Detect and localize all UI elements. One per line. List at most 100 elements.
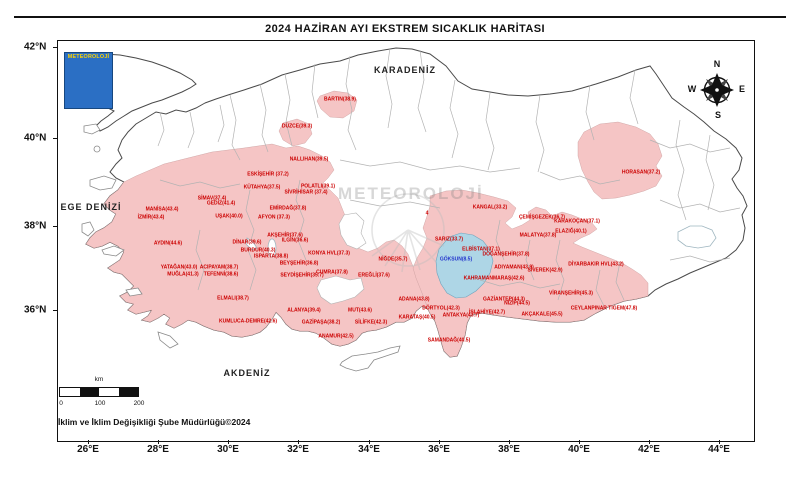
axis-tick <box>509 440 510 444</box>
station-label: DÖRTYOL(42.3) <box>422 305 460 312</box>
lon-tick-label: 28°E <box>147 444 169 455</box>
station-label: MANİSA(43.4) <box>145 206 179 213</box>
station-label: ALANYA(39.4) <box>287 307 321 314</box>
lat-tick-label: 36°N <box>24 304 47 316</box>
station-label: SİVEREK(42.9) <box>527 267 563 274</box>
scale-tick-200: 200 <box>133 400 145 407</box>
station-label: GAZİANTEP(44.3) <box>483 296 525 303</box>
scale-unit-label: km <box>94 376 104 383</box>
compass-s-label: S <box>714 110 722 120</box>
station-label: DÜZCE(39.3) <box>281 123 313 130</box>
station-label: VİRANŞEHİR(45.3) <box>549 290 593 297</box>
island-gokceada <box>83 123 101 135</box>
lon-tick-label: 40°E <box>568 444 590 455</box>
lon-tick-label: 36°E <box>428 444 450 455</box>
lon-tick-label: 38°E <box>498 444 520 455</box>
scale-tick-0: 0 <box>59 400 63 407</box>
station-label: BEYŞEHİR(36.8) <box>279 260 319 267</box>
station-label: ÇEMİŞGEZEK(36.7) <box>518 214 566 221</box>
lakes <box>245 225 717 258</box>
station-label: KAHRAMANMARAŞ(42.6) <box>463 275 525 282</box>
station-label: KARATAŞ(40.5) <box>398 314 436 321</box>
lat-tick-label: 42°N <box>24 41 47 53</box>
cold-region-goksun <box>435 232 494 299</box>
lake-van <box>677 225 717 249</box>
station-label: 4 <box>425 210 429 217</box>
lon-tick-label: 30°E <box>217 444 239 455</box>
scale-tick-100: 100 <box>94 400 106 407</box>
axis-tick <box>53 138 57 139</box>
station-label: UŞAK(40.0) <box>215 213 243 220</box>
island-kos <box>125 287 143 297</box>
lat-tick-label: 40°N <box>24 132 47 144</box>
station-label: ADIYAMAN(43.9) <box>494 264 534 271</box>
station-label: KANGAL(33.2) <box>472 204 508 211</box>
lon-tick-label: 32°E <box>287 444 309 455</box>
islands <box>81 123 401 372</box>
station-label: ESKİŞEHİR (37.2) <box>247 171 289 178</box>
island-rhodes <box>157 331 179 349</box>
station-label: AFYON (37.3) <box>258 214 290 221</box>
lon-tick-label: 34°E <box>358 444 380 455</box>
station-label: ANTAKYA(43.7) <box>442 312 480 319</box>
station-label: DİNAR(39.6) <box>232 239 262 246</box>
logo-title: METEOROLOJİ <box>67 54 110 60</box>
station-label: SİMAV(37.4) <box>197 195 227 202</box>
station-label: KONYA HVL(37.3) <box>308 250 350 257</box>
lon-tick-label: 44°E <box>708 444 730 455</box>
axis-tick <box>298 440 299 444</box>
station-label: SAMANDAĞ(40.5) <box>427 337 471 344</box>
province-boundaries <box>157 47 741 307</box>
watermark-text: METEOROLOJİ <box>338 184 484 203</box>
station-label: HORASAN(37.2) <box>621 169 661 176</box>
station-label: SİVRİHİSAR (37.4) <box>284 189 328 196</box>
station-label: GEDİZ(41.4) <box>206 200 236 207</box>
station-label: ELMALI(38.7) <box>217 295 249 302</box>
axis-tick <box>158 440 159 444</box>
white-patch-karaman <box>316 275 365 305</box>
sea-label: EGE DENİZİ <box>60 202 122 212</box>
station-label: ELBİSTAN(37.1) <box>462 246 500 253</box>
station-label: CEYLANPINAR TIGEM(47.8) <box>570 305 638 312</box>
station-label: ELAZIĞ(40.1) <box>555 228 587 235</box>
station-label: POLATLI(39.1) <box>300 183 336 190</box>
station-label: GÖKSUN(8.5) <box>439 256 473 263</box>
station-label: ISPARTA(38.8) <box>253 253 289 260</box>
watermark-emblem <box>371 193 445 273</box>
island-bozcaada <box>93 145 101 153</box>
axis-tick <box>53 226 57 227</box>
scale-track <box>59 387 139 397</box>
station-label: ÇUMRA(37.8) <box>316 269 348 276</box>
lon-tick-label: 42°E <box>638 444 660 455</box>
station-label: SİLİFKE(42.3) <box>354 319 388 326</box>
station-label: EREĞLİ(37.6) <box>358 272 390 279</box>
station-label: DİYARBAKIR HVL(43.2) <box>568 261 624 268</box>
compass-rose <box>700 73 734 107</box>
station-label: İSLAHİYE(42.7) <box>468 309 506 316</box>
station-label: DOĞANŞEHİR(37.8) <box>482 251 530 258</box>
island-cyprus <box>339 345 401 372</box>
axis-tick <box>579 440 580 444</box>
scale-segment <box>79 388 99 396</box>
axis-tick <box>88 440 89 444</box>
white-patch-tuz <box>338 212 367 250</box>
axis-tick <box>53 47 57 48</box>
lat-tick-label: 38°N <box>24 220 47 232</box>
axis-tick <box>53 310 57 311</box>
compass-w-label: W <box>687 84 697 94</box>
hot-region-east <box>412 189 649 358</box>
scale-segment <box>118 388 138 396</box>
lake-egirdir <box>267 238 277 258</box>
meteoroloji-logo: METEOROLOJİ <box>64 52 113 109</box>
station-label: MUT(43.6) <box>348 307 372 314</box>
station-label: AKŞEHİR(37.6) <box>267 232 303 239</box>
station-label: BARTIN(38.9) <box>324 96 356 103</box>
station-label: NALLIHAN(39.5) <box>289 156 329 163</box>
station-label: ADANA(43.8) <box>398 296 430 303</box>
compass-n-label: N <box>713 59 721 69</box>
lake-burdur <box>245 237 258 251</box>
station-label: İZMİR(43.4) <box>137 214 165 221</box>
station-label: ACIPAYAM(38.7) <box>199 264 239 271</box>
